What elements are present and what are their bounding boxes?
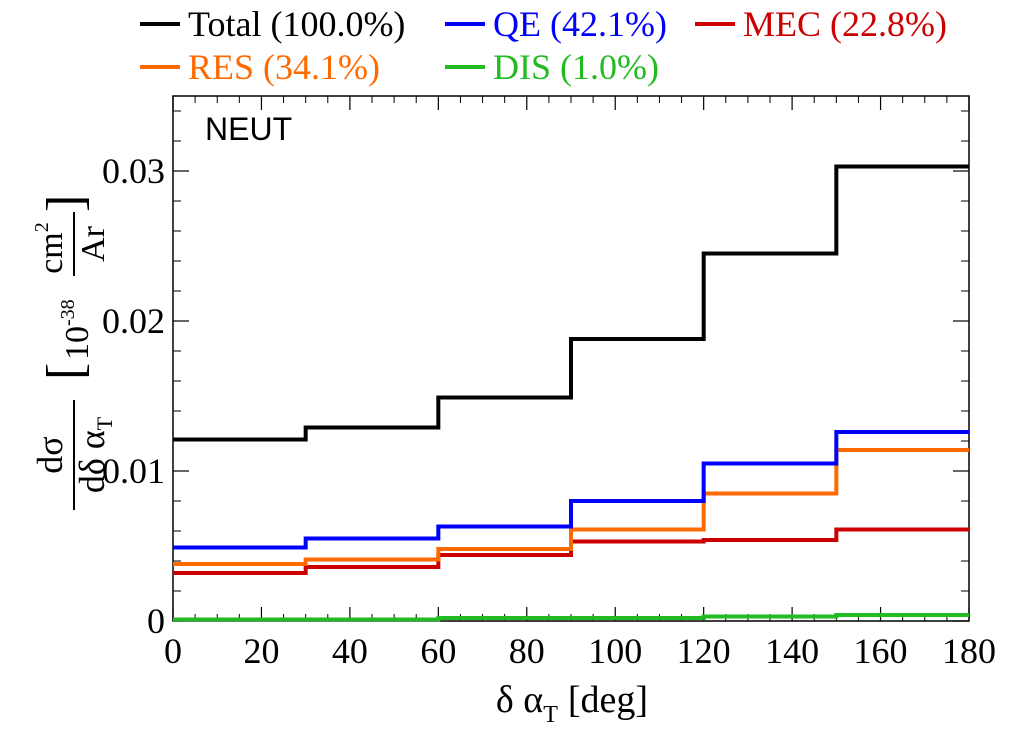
y-tick-label: 0.03 (102, 151, 165, 191)
y-tick-label: 0 (147, 601, 165, 641)
x-axis-label-unit: [deg] (568, 679, 648, 721)
x-tick-label: 160 (854, 631, 908, 671)
x-tick-label: 40 (332, 631, 368, 671)
x-tick-label: 140 (765, 631, 819, 671)
y-tick-labels: 0 0.01 0.02 0.03 (102, 151, 165, 641)
x-tick-label: 0 (164, 631, 182, 671)
legend-label-qe: QE (42.1%) (493, 4, 667, 44)
legend-label-res: RES (34.1%) (188, 47, 380, 87)
x-axis-label-main: δ α (496, 679, 543, 721)
y-label-unit-exp-base: 10 (59, 326, 96, 360)
legend-label-dis: DIS (1.0%) (493, 47, 659, 87)
y-label-bracket-close: ] (37, 195, 94, 212)
y-tick-label: 0.02 (102, 301, 165, 341)
y-label-unit-den: Ar (75, 225, 112, 262)
series-line-dis (173, 613, 969, 622)
y-label-bracket-open: [ (37, 363, 94, 380)
y-label-unit-exp-sup: -38 (57, 299, 79, 326)
y-label-frac-den-main: dδ α (72, 430, 112, 493)
x-tick-label: 100 (588, 631, 642, 671)
x-axis-label-sub: T (543, 702, 558, 728)
y-label-frac-num: dσ (30, 436, 70, 473)
x-tick-label: 80 (509, 631, 545, 671)
legend-label-mec: MEC (22.8%) (743, 4, 947, 44)
y-label-frac-den: dδ αT (72, 416, 117, 493)
series-line-total (173, 164, 969, 442)
x-axis-label: δ αT [deg] (496, 679, 648, 728)
x-tick-label: 120 (677, 631, 731, 671)
x-tick-labels: 0 20 40 60 80 100 120 140 160 180 (164, 631, 996, 671)
series-line-qe (173, 430, 969, 550)
legend-label-total: Total (100.0%) (188, 4, 405, 44)
x-tick-label: 20 (243, 631, 279, 671)
y-label-unit-exp: 10-38 (57, 299, 96, 360)
x-tick-label: 180 (942, 631, 996, 671)
x-tick-label: 60 (420, 631, 456, 671)
y-axis-label: dσ dδ αT [ 10-38 cm2 Ar ] (30, 195, 117, 510)
annotation-neut: NEUT (205, 111, 292, 147)
series-line-res (173, 448, 969, 566)
y-label-unit-num-sup: 2 (31, 222, 53, 232)
y-tick-label: 0.01 (102, 451, 165, 491)
y-label-unit-num-main: cm (33, 232, 70, 274)
series-layer (173, 164, 969, 622)
y-label-unit-num: cm2 (31, 222, 70, 274)
legend: Total (100.0%) QE (42.1%) MEC (22.8%) RES (… (140, 4, 947, 87)
y-label-frac-den-sub: T (92, 416, 117, 430)
